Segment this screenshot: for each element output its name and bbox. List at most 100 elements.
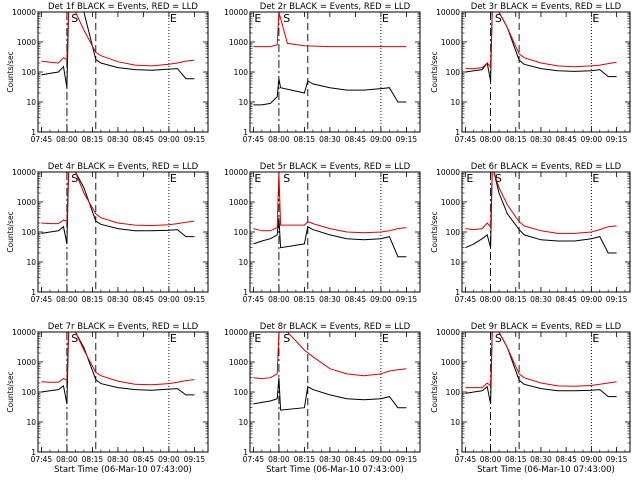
panel-det-7: Det 7r BLACK = Events, RED = LLD 1 10 100 10… (6, 322, 209, 475)
panel-det-5: Det 5r BLACK = Events, RED = LLD 1 10 100 10… (224, 162, 421, 304)
marker-label: S (495, 12, 502, 25)
y-tick-label: 10 (26, 418, 36, 427)
x-tick-label: 08:30 (107, 295, 129, 304)
x-tick-label: 09:15 (184, 295, 206, 304)
x-tick-label: 08:00 (56, 135, 78, 144)
x-tick-label: 08:45 (133, 135, 155, 144)
x-tick-label: 08:45 (345, 135, 367, 144)
marker-label: S (283, 12, 290, 25)
y-tick-label: 1000 (229, 38, 248, 47)
x-tick-label: 07:45 (455, 295, 477, 304)
plot-frame (249, 11, 421, 133)
y-tick-label: 100 (22, 68, 37, 77)
x-tick-label: 08:30 (530, 295, 552, 304)
series-line-lld (465, 172, 617, 234)
series-line-events (41, 12, 195, 88)
y-tick-label: 1000 (17, 358, 36, 367)
x-tick-label: 08:45 (345, 295, 367, 304)
y-tick-label: 10000 (12, 8, 36, 17)
marker-label: E (382, 172, 389, 185)
y-tick-label: 1 (455, 288, 460, 297)
y-tick-label: 1 (455, 448, 460, 457)
y-tick-label: 10 (26, 98, 36, 107)
marker-label: E (170, 332, 177, 345)
y-tick-label: 100 (22, 228, 37, 237)
y-axis-label: Counts/sec (6, 371, 15, 412)
y-tick-label: 1 (243, 448, 248, 457)
panel-title: Det 5r BLACK = Events, RED = LLD (260, 162, 411, 172)
x-tick-label: 08:30 (319, 455, 341, 464)
y-tick-label: 1000 (229, 358, 248, 367)
y-tick-label: 10000 (12, 328, 36, 337)
y-tick-label: 1000 (441, 38, 460, 47)
x-tick-label: 08:15 (82, 295, 104, 304)
x-tick-label: 08:00 (480, 295, 502, 304)
plot-frame (461, 171, 631, 293)
x-tick-label: 08:30 (530, 135, 552, 144)
x-tick-label: 07:45 (243, 135, 265, 144)
x-tick-label: 08:00 (480, 135, 502, 144)
panel-title: Det 9r BLACK = Events, RED = LLD (471, 322, 622, 332)
x-tick-label: 08:00 (480, 455, 502, 464)
series-line-events (253, 78, 407, 106)
plot-frame (37, 331, 209, 453)
plot-frame (461, 11, 631, 133)
x-tick-label: 08:45 (555, 295, 577, 304)
x-tick-label: 09:15 (606, 455, 628, 464)
y-tick-label: 100 (22, 388, 37, 397)
x-tick-label: 09:00 (158, 455, 180, 464)
panel-title: Det 6r BLACK = Events, RED = LLD (471, 162, 622, 172)
panel-det-8: Det 8r BLACK = Events, RED = LLD 1 10 100 10… (224, 322, 421, 475)
x-tick-label: 07:45 (243, 455, 265, 464)
x-tick-label: 08:15 (294, 295, 316, 304)
panel-title: Det 8r BLACK = Events, RED = LLD (260, 322, 411, 332)
x-tick-label: 08:30 (107, 455, 129, 464)
y-tick-label: 1000 (441, 358, 460, 367)
marker-label: S (495, 172, 502, 185)
y-tick-label: 10 (450, 258, 460, 267)
y-tick-label: 10 (238, 418, 248, 427)
x-tick-label: 09:15 (184, 455, 206, 464)
x-tick-label: 08:45 (555, 135, 577, 144)
x-tick-label: 08:15 (82, 455, 104, 464)
series-line-lld (41, 332, 195, 386)
marker-label: S (283, 332, 290, 345)
x-tick-label: 09:15 (396, 295, 418, 304)
y-tick-label: 10 (450, 418, 460, 427)
x-tick-label: 07:45 (243, 295, 265, 304)
y-tick-label: 10000 (224, 328, 248, 337)
y-tick-label: 10 (238, 98, 248, 107)
panel-title: Det 7r BLACK = Events, RED = LLD (48, 322, 199, 332)
series-line-lld (41, 172, 195, 227)
marker-label: E (170, 172, 177, 185)
x-tick-label: 08:45 (133, 295, 155, 304)
x-tick-label: 08:30 (107, 135, 129, 144)
marker-label: E (254, 12, 261, 25)
x-axis-label: Start Time (06-Mar-10 07:43:00) (54, 465, 192, 475)
marker-label: S (71, 12, 78, 25)
series-line-events (465, 332, 617, 404)
marker-label: E (382, 332, 389, 345)
y-axis-label: Counts/sec (430, 371, 439, 412)
y-tick-label: 1 (31, 288, 36, 297)
x-tick-label: 09:15 (184, 135, 206, 144)
x-tick-label: 08:00 (268, 295, 290, 304)
x-tick-label: 07:45 (31, 455, 53, 464)
panel-det-3: Det 3r BLACK = Events, RED = LLD 1 10 100 10… (430, 2, 631, 144)
y-tick-label: 10000 (224, 168, 248, 177)
panel-title: Det 2r BLACK = Events, RED = LLD (260, 2, 411, 12)
y-tick-label: 10 (238, 258, 248, 267)
y-tick-label: 1 (455, 128, 460, 137)
x-tick-label: 08:00 (268, 135, 290, 144)
x-tick-label: 08:45 (345, 455, 367, 464)
panel-det-1: Det 1f BLACK = Events, RED = LLD 1 10 100 10… (6, 2, 209, 144)
panel-det-2: Det 2r BLACK = Events, RED = LLD 1 10 100 10… (224, 2, 421, 144)
series-line-events (465, 172, 617, 254)
y-axis-label: Counts/sec (430, 211, 439, 252)
series-line-lld (253, 332, 407, 380)
panel-title: Det 3r BLACK = Events, RED = LLD (471, 2, 622, 12)
x-tick-label: 09:00 (370, 135, 392, 144)
x-tick-label: 08:15 (505, 135, 527, 144)
y-tick-label: 1 (243, 128, 248, 137)
